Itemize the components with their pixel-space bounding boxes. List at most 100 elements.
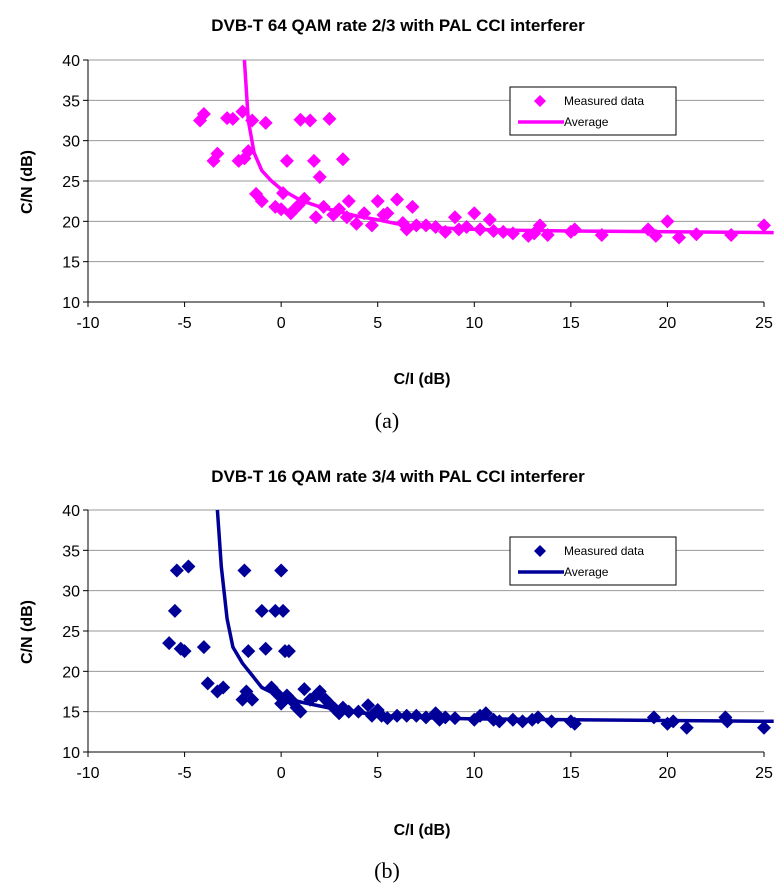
average-line bbox=[215, 509, 774, 724]
data-point bbox=[241, 644, 256, 659]
data-point bbox=[279, 153, 294, 168]
x-tick-label: 10 bbox=[465, 765, 483, 782]
legend: Measured data Average bbox=[509, 536, 677, 586]
y-tick-label: 15 bbox=[62, 255, 80, 272]
data-point bbox=[297, 682, 312, 697]
data-point bbox=[757, 720, 771, 735]
y-tick-label: 25 bbox=[62, 174, 80, 191]
chart-a: DVB-T 64 QAM rate 2/3 with PAL CCI inter… bbox=[19, 16, 774, 433]
data-point bbox=[268, 603, 283, 618]
data-point bbox=[312, 169, 327, 184]
legend: Measured data Average bbox=[509, 86, 677, 136]
y-tick-label: 30 bbox=[62, 584, 80, 601]
plot-area bbox=[162, 509, 774, 735]
data-point bbox=[276, 603, 291, 618]
data-point bbox=[380, 206, 395, 221]
data-point bbox=[303, 113, 318, 128]
data-point bbox=[196, 640, 211, 655]
data-point bbox=[196, 107, 211, 122]
data-point bbox=[370, 194, 385, 209]
y-tick-label: 20 bbox=[62, 664, 80, 681]
x-tick-label: 25 bbox=[755, 315, 773, 332]
chart-b: DVB-T 16 QAM rate 3/4 with PAL CCI inter… bbox=[19, 467, 774, 883]
x-tick-label: 15 bbox=[562, 315, 580, 332]
data-point bbox=[177, 644, 192, 659]
data-point bbox=[210, 146, 225, 161]
y-tick-label: 40 bbox=[62, 53, 80, 70]
x-tick-label: 20 bbox=[659, 765, 677, 782]
y-tick-label: 20 bbox=[62, 214, 80, 231]
data-point bbox=[254, 603, 269, 618]
data-point bbox=[200, 676, 215, 691]
figure-caption: (b) bbox=[374, 858, 400, 883]
data-point bbox=[258, 641, 273, 656]
data-point bbox=[216, 680, 231, 695]
data-point bbox=[322, 111, 337, 126]
data-point bbox=[225, 111, 240, 126]
data-point bbox=[689, 227, 704, 242]
chart-title: DVB-T 64 QAM rate 2/3 with PAL CCI inter… bbox=[211, 16, 585, 35]
y-tick-label: 35 bbox=[62, 93, 80, 110]
y-tick-label: 25 bbox=[62, 624, 80, 641]
x-tick-label: 5 bbox=[373, 315, 382, 332]
legend-label: Average bbox=[564, 115, 609, 129]
legend-box bbox=[509, 536, 677, 586]
legend-marker bbox=[534, 545, 546, 557]
data-point bbox=[349, 216, 364, 231]
ticks: 10 15 20 25 30 35 40 -10 -5 0 5 10 15 20 25 bbox=[62, 53, 773, 332]
data-point bbox=[258, 115, 273, 130]
data-point bbox=[335, 152, 350, 167]
legend-marker bbox=[534, 95, 546, 107]
x-axis-label: C/I (dB) bbox=[394, 822, 451, 839]
data-point bbox=[405, 199, 420, 214]
data-point bbox=[544, 714, 559, 729]
y-tick-label: 30 bbox=[62, 134, 80, 151]
x-tick-label: 10 bbox=[465, 315, 483, 332]
ticks: 10 15 20 25 30 35 40 -10 -5 0 5 10 15 20 25 bbox=[62, 503, 773, 782]
y-tick-label: 10 bbox=[62, 745, 80, 762]
y-axis-label: C/N (dB) bbox=[19, 600, 36, 664]
data-point bbox=[724, 228, 739, 243]
x-axis-label: C/I (dB) bbox=[394, 371, 451, 388]
chart-title: DVB-T 16 QAM rate 3/4 with PAL CCI inter… bbox=[211, 467, 585, 486]
data-point bbox=[167, 603, 182, 618]
x-tick-label: -5 bbox=[177, 315, 191, 332]
data-point bbox=[478, 706, 493, 721]
plot-area bbox=[193, 59, 774, 245]
data-point bbox=[679, 720, 694, 735]
x-tick-label: 25 bbox=[755, 765, 773, 782]
data-point bbox=[293, 704, 308, 719]
data-point bbox=[293, 112, 308, 127]
data-point bbox=[361, 698, 376, 713]
y-tick-label: 35 bbox=[62, 543, 80, 560]
data-point bbox=[447, 210, 462, 225]
legend-box bbox=[509, 86, 677, 136]
data-point bbox=[672, 230, 687, 245]
data-point bbox=[237, 563, 252, 578]
data-point bbox=[281, 644, 296, 659]
legend-label: Measured data bbox=[564, 94, 644, 108]
x-tick-label: -10 bbox=[76, 765, 99, 782]
y-tick-label: 10 bbox=[62, 295, 80, 312]
data-point bbox=[341, 194, 356, 209]
legend-label: Average bbox=[564, 565, 609, 579]
data-point bbox=[660, 214, 675, 229]
x-tick-label: 5 bbox=[373, 765, 382, 782]
x-tick-label: 0 bbox=[277, 315, 286, 332]
data-point bbox=[274, 563, 289, 578]
y-axis-label: C/N (dB) bbox=[19, 150, 36, 214]
data-point bbox=[181, 559, 196, 574]
gridlines bbox=[88, 59, 764, 263]
data-point bbox=[390, 192, 405, 207]
data-point bbox=[482, 212, 497, 227]
data-point bbox=[467, 206, 482, 221]
y-tick-label: 15 bbox=[62, 705, 80, 722]
data-point bbox=[757, 218, 771, 233]
figure-caption: (a) bbox=[375, 408, 399, 433]
data-point bbox=[245, 692, 260, 707]
y-tick-label: 40 bbox=[62, 503, 80, 520]
data-point bbox=[169, 563, 184, 578]
x-tick-label: 0 bbox=[277, 765, 286, 782]
x-tick-label: 15 bbox=[562, 765, 580, 782]
